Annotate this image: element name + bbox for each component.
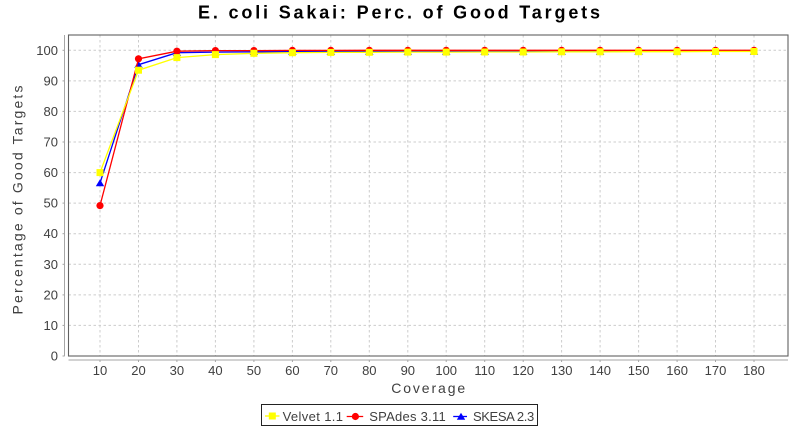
svg-text:90: 90 [401,363,415,378]
svg-text:70: 70 [324,363,338,378]
svg-text:Percentage of Good Targets: Percentage of Good Targets [10,86,26,315]
svg-text:50: 50 [44,196,58,211]
svg-text:40: 40 [44,226,58,241]
svg-text:E. coli Sakai: Perc. of Good T: E. coli Sakai: Perc. of Good Targets [198,2,600,22]
svg-text:160: 160 [666,363,688,378]
svg-text:Velvet 1.1: Velvet 1.1 [283,409,343,424]
svg-text:100: 100 [36,43,58,58]
svg-text:40: 40 [208,363,222,378]
svg-text:170: 170 [705,363,727,378]
svg-text:20: 20 [131,363,145,378]
svg-text:20: 20 [44,287,58,302]
svg-text:90: 90 [44,73,58,88]
svg-text:10: 10 [44,318,58,333]
svg-text:100: 100 [435,363,457,378]
svg-text:30: 30 [44,257,58,272]
svg-text:110: 110 [474,363,495,378]
svg-text:60: 60 [44,165,58,180]
svg-text:0: 0 [51,349,58,364]
svg-text:SPAdes 3.11: SPAdes 3.11 [369,409,446,424]
svg-text:80: 80 [362,363,376,378]
svg-text:30: 30 [170,363,184,378]
svg-text:180: 180 [743,363,765,378]
svg-text:130: 130 [551,363,573,378]
svg-text:60: 60 [285,363,299,378]
svg-text:SKESA 2.3: SKESA 2.3 [473,409,534,424]
svg-text:150: 150 [628,363,650,378]
svg-text:80: 80 [44,104,58,119]
svg-text:50: 50 [247,363,261,378]
svg-text:120: 120 [512,363,534,378]
svg-text:Coverage: Coverage [391,380,465,396]
svg-text:10: 10 [93,363,107,378]
svg-text:70: 70 [44,135,58,150]
svg-text:140: 140 [589,363,611,378]
